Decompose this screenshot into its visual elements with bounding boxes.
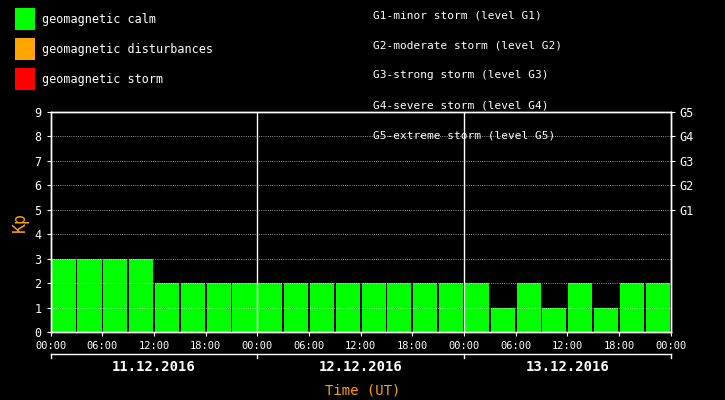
Bar [103, 259, 128, 332]
Bar [646, 283, 670, 332]
Bar [129, 259, 153, 332]
Bar [465, 283, 489, 332]
Bar [336, 283, 360, 332]
Bar [413, 283, 437, 332]
Text: G4-severe storm (level G4): G4-severe storm (level G4) [373, 100, 549, 110]
Text: G3-strong storm (level G3): G3-strong storm (level G3) [373, 70, 549, 80]
Bar [258, 283, 282, 332]
Bar [181, 283, 205, 332]
Bar [284, 283, 308, 332]
Text: geomagnetic calm: geomagnetic calm [42, 12, 156, 26]
Bar [310, 283, 334, 332]
Text: Time (UT): Time (UT) [325, 384, 400, 398]
Text: geomagnetic storm: geomagnetic storm [42, 72, 163, 86]
Bar [542, 308, 566, 332]
Bar [155, 283, 179, 332]
Bar [594, 308, 618, 332]
Bar [516, 283, 541, 332]
Bar [78, 259, 102, 332]
Text: geomagnetic disturbances: geomagnetic disturbances [42, 42, 213, 56]
Bar [439, 283, 463, 332]
Text: 11.12.2016: 11.12.2016 [112, 360, 196, 374]
Text: G5-extreme storm (level G5): G5-extreme storm (level G5) [373, 130, 555, 140]
Bar [207, 283, 231, 332]
Text: 12.12.2016: 12.12.2016 [319, 360, 402, 374]
Bar [233, 283, 257, 332]
Y-axis label: Kp: Kp [11, 212, 29, 232]
Bar [387, 283, 412, 332]
Bar [568, 283, 592, 332]
Bar [51, 259, 75, 332]
Bar [362, 283, 386, 332]
Text: G2-moderate storm (level G2): G2-moderate storm (level G2) [373, 40, 563, 50]
Text: G1-minor storm (level G1): G1-minor storm (level G1) [373, 10, 542, 20]
Bar [491, 308, 515, 332]
Bar [620, 283, 644, 332]
Text: 13.12.2016: 13.12.2016 [526, 360, 609, 374]
